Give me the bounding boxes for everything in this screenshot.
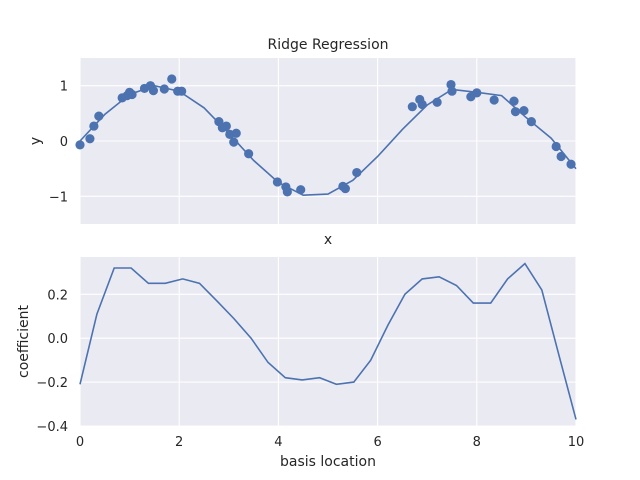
coefficient-panel: −0.4 −0.2 0.0 0.2 0 2 4 6 8 10 basis location coeff…	[16, 257, 584, 470]
y-axis-label: y	[28, 137, 44, 145]
y-tick-label: −0.4	[36, 420, 68, 435]
data-point	[229, 137, 239, 147]
data-point	[94, 111, 104, 121]
x-tick-label: 6	[373, 435, 381, 450]
data-point	[472, 88, 482, 98]
data-point	[489, 95, 499, 105]
x-tick-label: 4	[274, 435, 282, 450]
x-tick-label: 0	[76, 435, 84, 450]
data-point	[75, 140, 85, 150]
data-point	[159, 84, 169, 94]
y-axis-label: coefficient	[16, 305, 32, 378]
data-point	[352, 167, 362, 178]
data-point	[89, 121, 99, 131]
data-point	[447, 86, 457, 96]
data-point	[167, 74, 177, 84]
data-point	[282, 187, 292, 197]
data-point	[296, 185, 306, 195]
data-point	[221, 121, 231, 131]
data-point	[509, 96, 519, 106]
y-tick-label: −0.2	[36, 376, 68, 391]
x-axis-label: x	[324, 232, 332, 248]
data-point	[526, 117, 536, 127]
data-point	[127, 89, 137, 100]
y-tick-label: 0	[60, 135, 68, 150]
plot-background	[80, 257, 576, 426]
data-point	[556, 151, 566, 162]
y-tick-label: −1	[49, 190, 68, 205]
ridge-regression-panel: −1 0 1 Ridge Regression x y	[28, 37, 577, 248]
data-point	[244, 149, 254, 159]
data-point	[85, 134, 95, 144]
data-point	[340, 183, 350, 194]
data-point	[407, 102, 417, 112]
chart-title: Ridge Regression	[267, 37, 388, 53]
y-tick-label: 1	[60, 80, 68, 95]
data-point	[510, 107, 521, 117]
y-tick-label: 0.0	[47, 332, 68, 347]
coefficient-line	[79, 262, 577, 420]
data-point	[272, 177, 283, 187]
x-tick-label: 2	[175, 435, 183, 450]
x-axis-label: basis location	[280, 454, 376, 470]
data-point	[432, 97, 442, 107]
data-point	[231, 128, 241, 138]
data-point	[566, 159, 576, 169]
x-tick-label: 10	[568, 435, 585, 450]
data-point	[551, 141, 561, 152]
data-point	[148, 86, 159, 96]
data-point	[417, 99, 427, 110]
data-point	[519, 105, 529, 116]
y-tick-label: 0.2	[47, 288, 68, 303]
data-point	[177, 86, 187, 96]
x-tick-label: 8	[473, 435, 481, 450]
